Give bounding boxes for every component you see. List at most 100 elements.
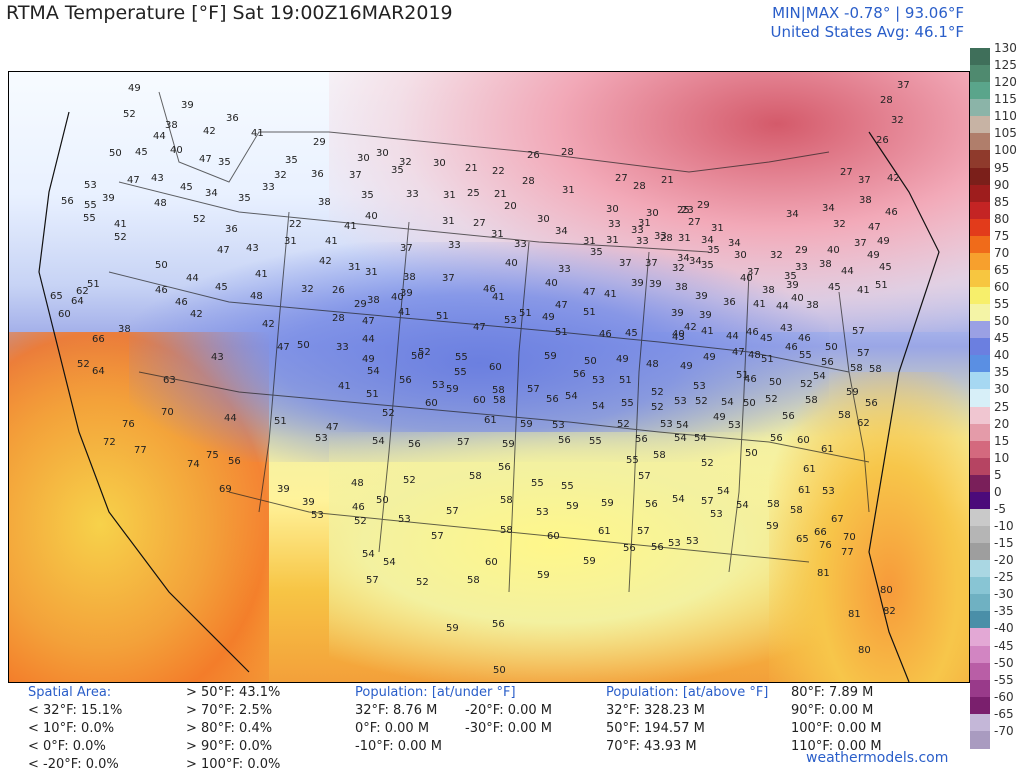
station-temperature: 32	[891, 115, 904, 126]
station-temperature: 54	[674, 433, 687, 444]
station-temperature: 34	[677, 253, 690, 264]
station-temperature: 55	[799, 350, 812, 361]
station-temperature: 66	[92, 334, 105, 345]
station-temperature: 28	[561, 147, 574, 158]
station-temperature: 25	[677, 205, 690, 216]
station-temperature: 30	[537, 214, 550, 225]
colorbar-tick-label: 95	[994, 160, 1010, 175]
station-temperature: 59	[502, 439, 515, 450]
station-temperature: 59	[601, 498, 614, 509]
station-temperature: 82	[883, 606, 896, 617]
population-above-panel: Population: [at/above °F] 32°F: 328.23 M…	[606, 684, 768, 756]
station-temperature: 40	[545, 278, 558, 289]
station-temperature: 47	[217, 245, 230, 256]
station-temperature: 46	[785, 342, 798, 353]
station-temperature: 55	[455, 352, 468, 363]
station-temperature: 53	[674, 396, 687, 407]
station-temperature: 50	[584, 356, 597, 367]
station-temperature: 53	[552, 420, 565, 431]
station-temperature: 37	[349, 170, 362, 181]
station-temperature: 54	[592, 401, 605, 412]
station-temperature: 61	[798, 485, 811, 496]
station-temperature: 22	[289, 219, 302, 230]
station-temperature: 54	[383, 557, 396, 568]
station-temperature: 51	[736, 370, 749, 381]
pop-above-row: 50°F: 194.57 M	[606, 721, 705, 736]
station-temperature: 59	[766, 521, 779, 532]
station-temperature: 42	[684, 322, 697, 333]
station-temperature: 51	[875, 280, 888, 291]
colorbar-tick-label: 50	[994, 314, 1010, 329]
station-temperature: 58	[838, 410, 851, 421]
colorbar-tick-label: 5	[994, 467, 1002, 482]
station-temperature: 34	[555, 226, 568, 237]
station-temperature: 44	[776, 301, 789, 312]
station-temperature: 28	[332, 313, 345, 324]
station-temperature: 58	[500, 525, 513, 536]
station-temperature: 55	[589, 436, 602, 447]
station-temperature: 51	[583, 307, 596, 318]
colorbar-segment	[970, 167, 990, 186]
station-temperature: 57	[638, 471, 651, 482]
station-temperature: 53	[668, 538, 681, 549]
station-temperature: 49	[680, 361, 693, 372]
station-temperature: 45	[135, 147, 148, 158]
station-temperature: 30	[433, 158, 446, 169]
station-temperature: 52	[77, 359, 90, 370]
station-temperature: 53	[693, 381, 706, 392]
pop-under-row: -10°F: 0.00 M	[355, 739, 443, 754]
spatial-col1-row: < 0°F: 0.0%	[28, 739, 106, 754]
station-temperature: 31	[443, 190, 456, 201]
station-temperature: 41	[325, 236, 338, 247]
station-temperature: 55	[83, 213, 96, 224]
colorbar-segment	[970, 65, 990, 84]
station-temperature: 38	[403, 272, 416, 283]
station-temperature: 57	[457, 437, 470, 448]
station-temperature: 47	[277, 342, 290, 353]
station-temperature: 52	[193, 214, 206, 225]
station-temperature: 26	[332, 285, 345, 296]
colorbar-segment	[970, 338, 990, 357]
station-temperature: 76	[819, 540, 832, 551]
colorbar-segment	[970, 218, 990, 237]
station-temperature: 48	[250, 291, 263, 302]
station-temperature: 40	[505, 258, 518, 269]
station-temperature: 58	[869, 364, 882, 375]
colorbar-tick-label: -65	[994, 706, 1014, 721]
temperature-map[interactable]: 49 52 39 38 44 42 36 41 29 50 45 40 47 35 35 30 30 32 30 21…	[8, 71, 970, 683]
station-temperature: 40	[391, 292, 404, 303]
cool-band-shading	[129, 242, 829, 462]
colorbar-tick-label: 110	[994, 109, 1017, 124]
station-temperature: 37	[858, 175, 871, 186]
station-temperature: 37	[747, 267, 760, 278]
station-temperature: 57	[527, 384, 540, 395]
colorbar-tick-label: 20	[994, 416, 1010, 431]
station-temperature: 31	[638, 218, 651, 229]
colorbar-tick-label: 90	[994, 177, 1010, 192]
station-temperature: 31	[348, 262, 361, 273]
station-temperature: 51	[436, 311, 449, 322]
station-temperature: 45	[625, 328, 638, 339]
station-temperature: 55	[84, 200, 97, 211]
station-temperature: 41	[344, 221, 357, 232]
station-temperature: 46	[798, 333, 811, 344]
station-temperature: 58	[790, 505, 803, 516]
station-temperature: 57	[431, 531, 444, 542]
site-credit[interactable]: weathermodels.com	[806, 750, 949, 766]
station-temperature: 59	[446, 384, 459, 395]
station-temperature: 39	[649, 279, 662, 290]
colorbar-segment	[970, 133, 990, 152]
station-temperature: 50	[376, 495, 389, 506]
station-temperature: 57	[366, 575, 379, 586]
station-temperature: 36	[723, 297, 736, 308]
station-temperature: 41	[604, 289, 617, 300]
station-temperature: 52	[418, 347, 431, 358]
station-temperature: 43	[780, 323, 793, 334]
station-temperature: 52	[651, 387, 664, 398]
population-under-heading: Population: [at/under °F]	[355, 685, 516, 700]
station-temperature: 32	[833, 219, 846, 230]
station-temperature: 31	[711, 223, 724, 234]
station-temperature: 45	[760, 333, 773, 344]
station-temperature: 43	[211, 352, 224, 363]
station-temperature: 57	[701, 496, 714, 507]
